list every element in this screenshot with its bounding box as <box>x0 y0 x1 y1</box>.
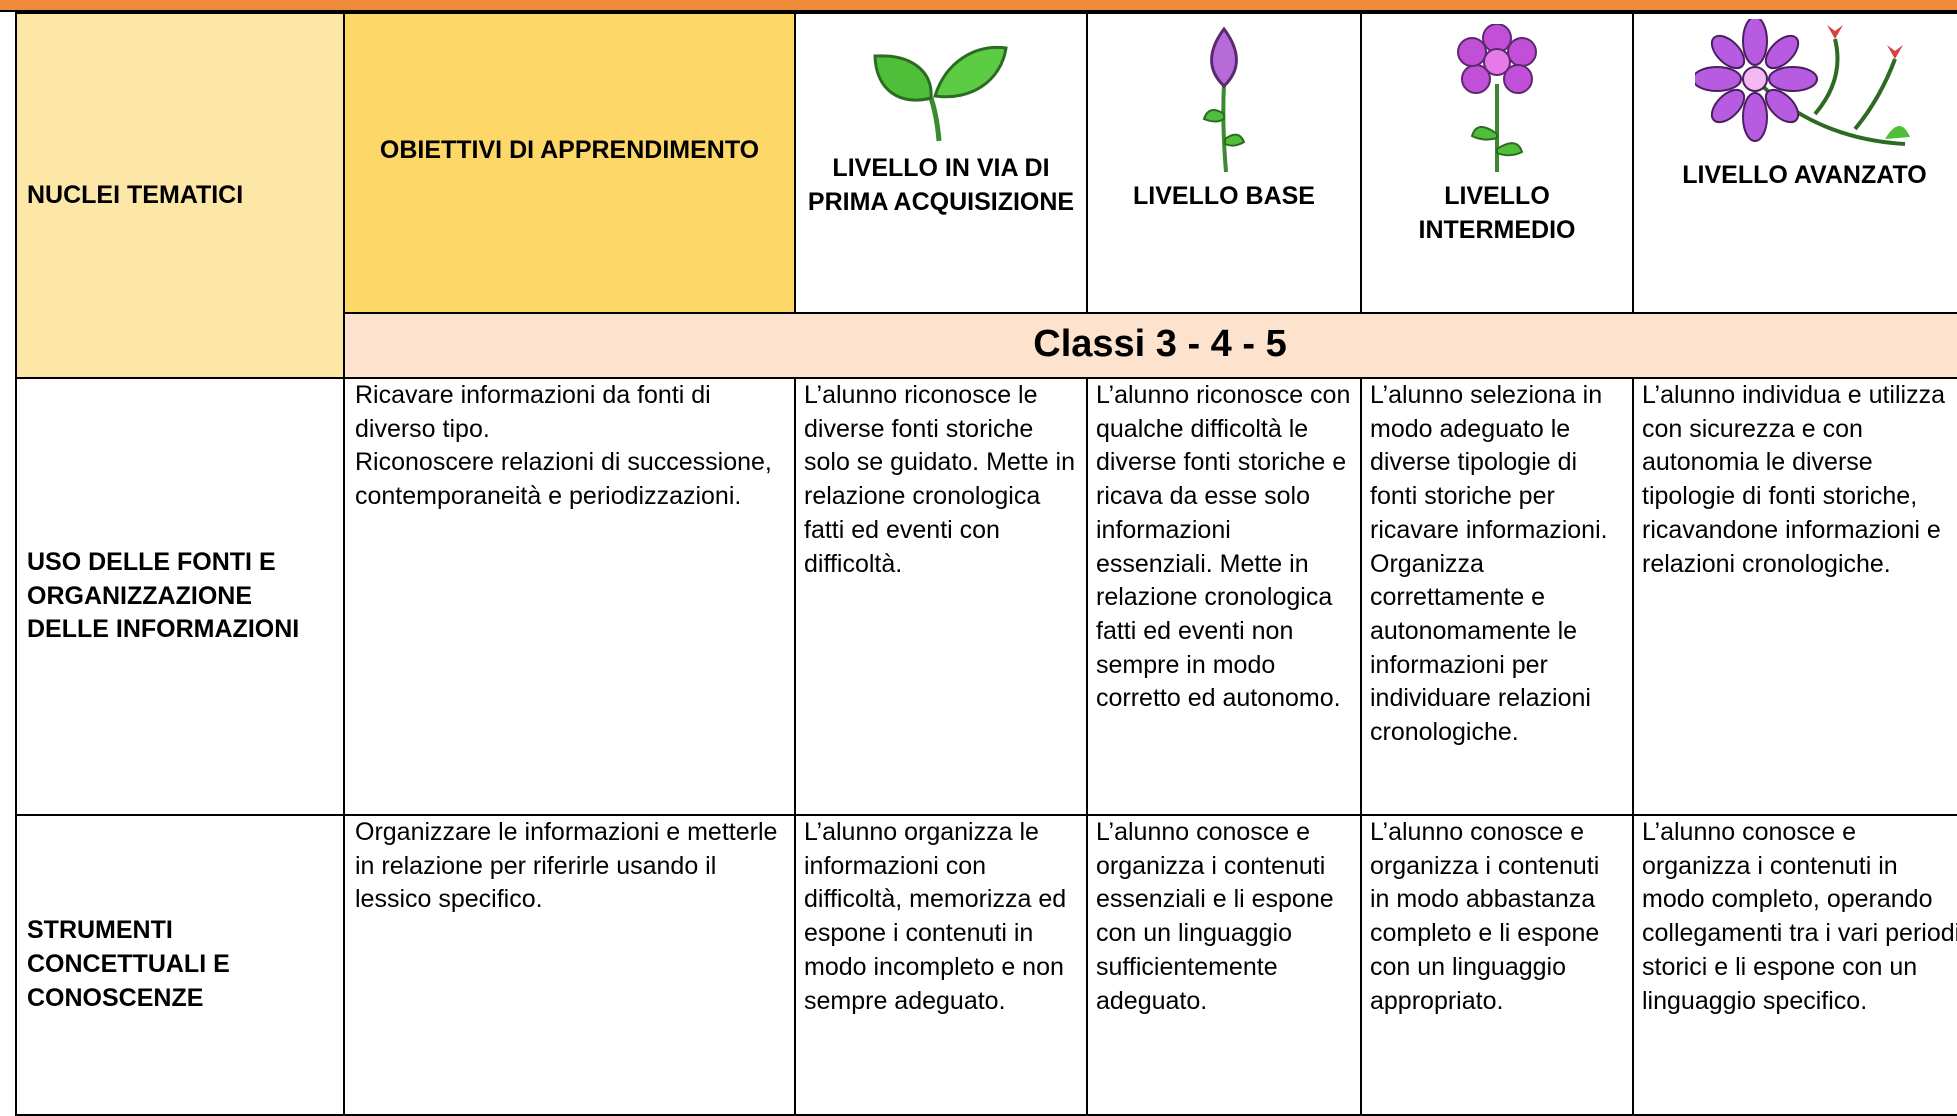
obiettivi-header: OBIETTIVI DI APPRENDIMENTO <box>343 12 796 314</box>
branch-icon <box>1640 15 1957 159</box>
content-row: STRUMENTI CONCETTUALI E CONOSCENZE Organi… <box>15 814 1957 1116</box>
header-row: NUCLEI TEMATICI OBIETTIVI DI APPRENDIMEN… <box>15 12 1957 379</box>
classi-label: Classi 3 - 4 - 5 <box>343 312 1957 379</box>
level-descriptor: L’alunno riconosce le diverse fonti stor… <box>794 377 1088 816</box>
nucleo: USO DELLE FONTI E ORGANIZZAZIONE DELLE I… <box>15 377 345 816</box>
descriptor-text: L’alunno riconosce le diverse fonti stor… <box>804 381 1075 578</box>
descriptor-text: L’alunno individua e utilizza con sicure… <box>1642 381 1945 578</box>
obiettivo: Organizzare le informazioni e metterle i… <box>355 818 778 914</box>
level-descriptor: L’alunno riconosce con qualche difficolt… <box>1086 377 1362 816</box>
level-descriptor: L’alunno conosce e organizza i contenuti… <box>1360 814 1634 1116</box>
top-bar <box>0 0 1957 12</box>
classi-row: Classi 3 - 4 - 5 <box>16 312 1957 379</box>
content-row: USO DELLE FONTI E ORGANIZZAZIONE DELLE I… <box>15 377 1957 816</box>
descriptor-text: L’alunno conosce e organizza i contenuti… <box>1370 818 1600 1015</box>
obiettivo: Riconoscere relazioni di successione, co… <box>355 448 772 511</box>
flower-icon <box>1368 15 1626 174</box>
level-header: LIVELLO AVANZATO <box>1632 12 1957 314</box>
obiettivi-cell: Ricavare informazioni da fonti di divers… <box>343 377 796 816</box>
level-title: LIVELLO BASE <box>1133 182 1315 210</box>
bud-icon <box>1094 15 1354 174</box>
nuclei-header: NUCLEI TEMATICI <box>15 12 345 379</box>
level-descriptor: L’alunno individua e utilizza con sicure… <box>1632 377 1957 816</box>
level-descriptor: L’alunno seleziona in modo adeguato le d… <box>1360 377 1634 816</box>
nucleo: STRUMENTI CONCETTUALI E CONOSCENZE <box>15 814 345 1116</box>
level-title: LIVELLO IN VIA DI PRIMA ACQUISIZIONE <box>807 154 1075 216</box>
level-descriptor: L’alunno conosce e organizza i contenuti… <box>1632 814 1957 1116</box>
descriptor-text: L’alunno riconosce con qualche difficolt… <box>1096 381 1351 713</box>
level-descriptor: L’alunno conosce e organizza i contenuti… <box>1086 814 1362 1116</box>
level-title: LIVELLO AVANZATO <box>1682 161 1927 189</box>
obiettivi-cell: Organizzare le informazioni e metterle i… <box>343 814 796 1116</box>
obiettivo: Ricavare informazioni da fonti di divers… <box>355 381 711 443</box>
level-descriptor: L’alunno organizza le informazioni con d… <box>794 814 1088 1116</box>
descriptor-text: L’alunno seleziona in modo adeguato le d… <box>1370 381 1608 747</box>
descriptor-text: L’alunno conosce e organizza i contenuti… <box>1096 818 1334 1015</box>
level-header: LIVELLO INTERMEDIO <box>1360 12 1634 314</box>
level-header: LIVELLO IN VIA DI PRIMA ACQUISIZIONE <box>794 12 1088 314</box>
descriptor-text: L’alunno conosce e organizza i contenuti… <box>1642 818 1957 1015</box>
level-header: LIVELLO BASE <box>1086 12 1362 314</box>
descriptor-text: L’alunno organizza le informazioni con d… <box>804 818 1067 1015</box>
rubric-table: NUCLEI TEMATICI OBIETTIVI DI APPRENDIMEN… <box>15 12 1957 1116</box>
level-title: LIVELLO INTERMEDIO <box>1418 182 1576 244</box>
leaf-icon <box>802 15 1080 146</box>
